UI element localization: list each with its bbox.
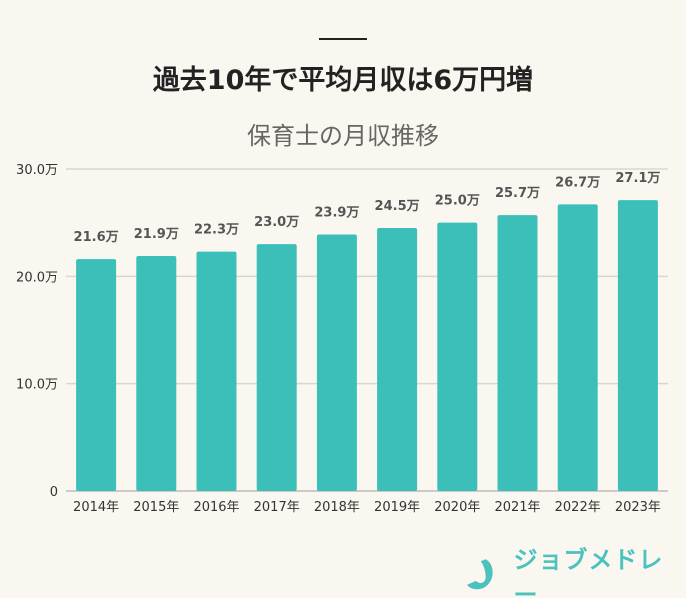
brand-logo: ジョブメドレー	[464, 540, 686, 598]
y-tick-label: 10.0万	[16, 378, 58, 393]
x-tick-label: 2021年	[494, 500, 540, 515]
x-tick-label: 2014年	[73, 500, 119, 515]
bar	[557, 204, 598, 492]
bar	[256, 244, 297, 491]
x-tick-label: 2018年	[314, 500, 360, 515]
x-tick-label: 2022年	[555, 500, 601, 515]
y-tick-label: 0	[50, 485, 58, 500]
data-label: 26.7万	[555, 175, 600, 190]
headline: 過去10年で平均月収は6万円増	[152, 65, 534, 96]
x-tick-label: 2019年	[374, 500, 420, 515]
y-tick-label: 30.0万	[16, 163, 58, 178]
data-label: 25.0万	[435, 194, 480, 209]
x-tick-label: 2023年	[615, 500, 661, 515]
x-tick-label: 2017年	[254, 500, 300, 515]
chart-title: 保育士の月収推移	[247, 122, 439, 150]
bar	[617, 200, 658, 492]
data-label: 21.6万	[74, 230, 119, 245]
data-label: 27.1万	[615, 171, 660, 186]
data-label: 22.3万	[194, 223, 239, 238]
data-label: 21.9万	[134, 227, 179, 242]
data-label: 23.0万	[254, 215, 299, 230]
data-label: 24.5万	[375, 199, 420, 214]
title-rule	[319, 38, 367, 40]
bar	[76, 259, 117, 491]
bar	[437, 222, 478, 491]
bar	[377, 228, 418, 492]
data-label: 25.7万	[495, 186, 540, 201]
bar	[316, 234, 357, 491]
x-tick-label: 2020年	[434, 500, 480, 515]
y-tick-label: 20.0万	[16, 270, 58, 285]
bar	[196, 251, 237, 491]
data-label: 23.9万	[314, 205, 359, 220]
logo-j-icon	[466, 559, 493, 590]
brand-name: ジョブメドレー	[513, 546, 664, 598]
bar	[136, 255, 177, 491]
x-tick-label: 2016年	[193, 500, 239, 515]
bar	[497, 215, 538, 492]
x-tick-label: 2015年	[133, 500, 179, 515]
